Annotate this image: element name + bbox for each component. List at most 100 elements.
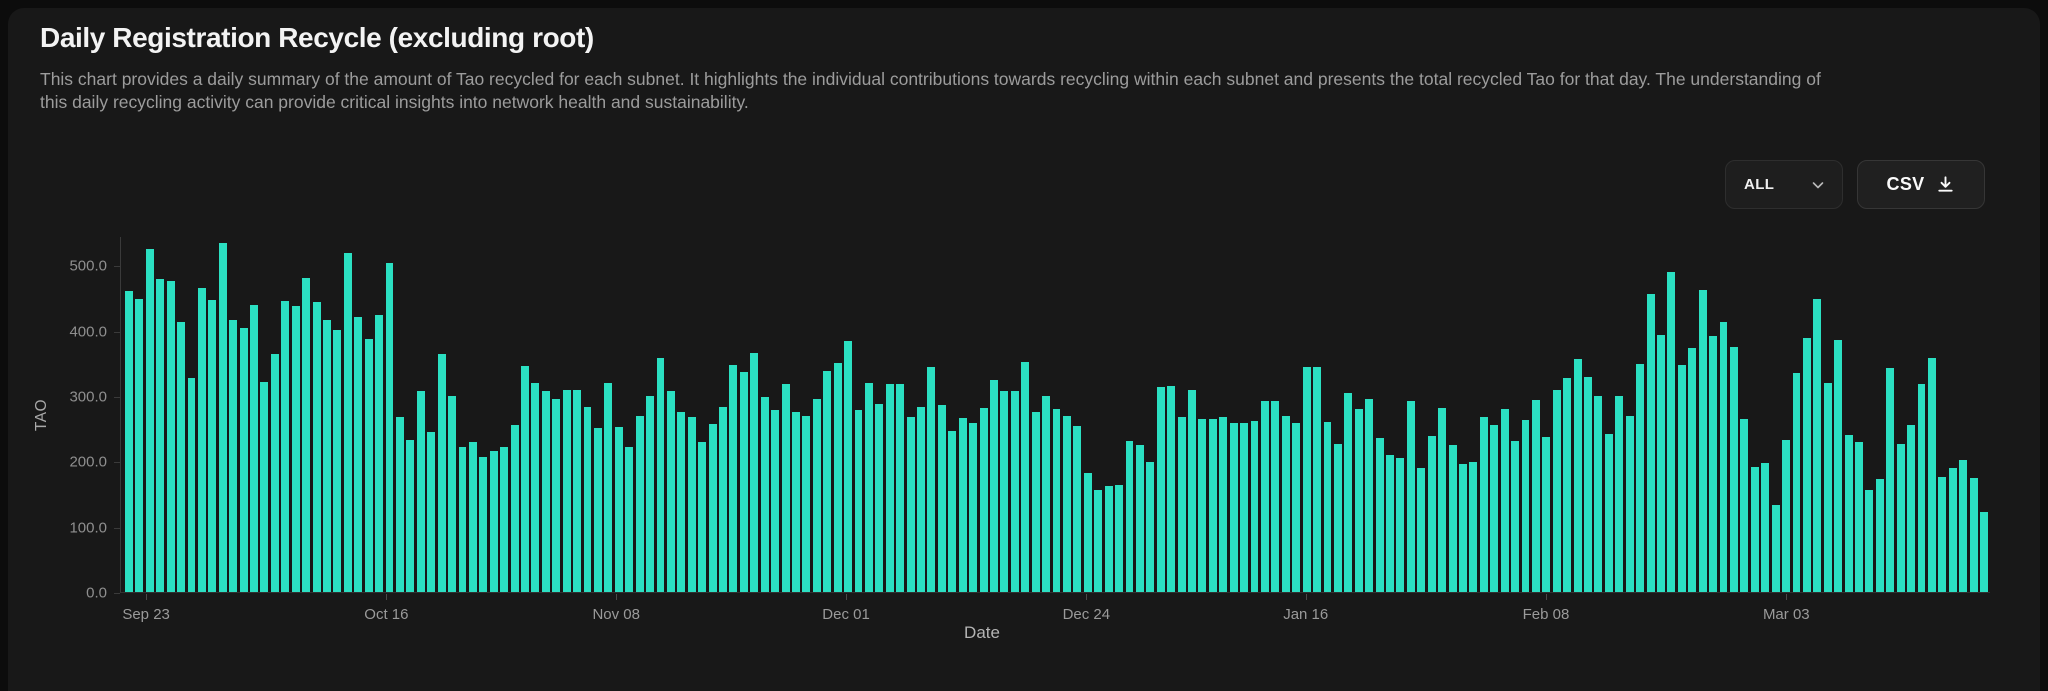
bar[interactable] bbox=[1615, 395, 1624, 592]
bar[interactable] bbox=[1969, 478, 1978, 592]
bar[interactable] bbox=[760, 396, 769, 592]
bar[interactable] bbox=[573, 390, 582, 592]
bar[interactable] bbox=[1750, 466, 1759, 592]
bar[interactable] bbox=[1959, 460, 1968, 592]
bar[interactable] bbox=[1417, 468, 1426, 592]
bar[interactable] bbox=[333, 329, 342, 592]
bar[interactable] bbox=[187, 378, 196, 592]
bar[interactable] bbox=[1771, 504, 1780, 592]
bar[interactable] bbox=[1427, 435, 1436, 592]
bar[interactable] bbox=[750, 352, 759, 592]
bar[interactable] bbox=[218, 242, 227, 592]
bar[interactable] bbox=[1083, 472, 1092, 592]
bar[interactable] bbox=[1167, 386, 1176, 592]
bar[interactable] bbox=[427, 431, 436, 592]
bar[interactable] bbox=[229, 320, 238, 592]
bar[interactable] bbox=[1813, 298, 1822, 592]
bar[interactable] bbox=[1000, 391, 1009, 592]
bar[interactable] bbox=[1782, 440, 1790, 592]
bar[interactable] bbox=[698, 442, 707, 592]
bar[interactable] bbox=[323, 319, 331, 592]
bar[interactable] bbox=[448, 395, 456, 592]
bar[interactable] bbox=[1469, 462, 1478, 592]
bar[interactable] bbox=[1709, 336, 1718, 592]
bar[interactable] bbox=[948, 431, 957, 592]
bar[interactable] bbox=[1156, 386, 1165, 592]
bar[interactable] bbox=[1980, 511, 1989, 592]
bar[interactable] bbox=[500, 446, 509, 592]
bar[interactable] bbox=[917, 407, 925, 592]
bar[interactable] bbox=[823, 370, 832, 592]
bar[interactable] bbox=[156, 278, 165, 592]
bar[interactable] bbox=[1677, 365, 1686, 592]
bar[interactable] bbox=[1333, 443, 1342, 592]
bar[interactable] bbox=[1459, 464, 1467, 592]
bar[interactable] bbox=[1688, 347, 1697, 592]
bar[interactable] bbox=[1344, 392, 1353, 592]
bar[interactable] bbox=[1292, 423, 1301, 592]
bar[interactable] bbox=[1188, 390, 1196, 592]
bar[interactable] bbox=[1646, 293, 1655, 592]
bar[interactable] bbox=[844, 341, 853, 592]
bar[interactable] bbox=[1563, 378, 1572, 592]
bar[interactable] bbox=[1073, 425, 1082, 592]
bar[interactable] bbox=[312, 302, 321, 592]
bar[interactable] bbox=[729, 364, 738, 592]
bar[interactable] bbox=[1375, 437, 1384, 592]
bar[interactable] bbox=[1573, 358, 1582, 592]
bar[interactable] bbox=[197, 287, 206, 592]
bar[interactable] bbox=[1844, 435, 1853, 592]
bar[interactable] bbox=[583, 407, 592, 592]
bar[interactable] bbox=[1062, 416, 1071, 592]
bar[interactable] bbox=[468, 442, 477, 592]
bar[interactable] bbox=[990, 379, 998, 592]
bar[interactable] bbox=[1927, 357, 1936, 592]
bar[interactable] bbox=[656, 357, 665, 592]
bar[interactable] bbox=[593, 427, 602, 592]
bar[interactable] bbox=[166, 280, 175, 592]
bar[interactable] bbox=[1823, 382, 1832, 592]
bar[interactable] bbox=[1313, 367, 1322, 592]
bar[interactable] bbox=[864, 382, 873, 592]
bar[interactable] bbox=[635, 416, 644, 592]
bar[interactable] bbox=[1438, 408, 1447, 592]
bar[interactable] bbox=[1010, 391, 1019, 592]
bar[interactable] bbox=[1938, 477, 1947, 592]
bar[interactable] bbox=[1636, 364, 1645, 592]
bar[interactable] bbox=[395, 417, 404, 592]
bar[interactable] bbox=[208, 299, 217, 592]
bar[interactable] bbox=[1479, 417, 1488, 592]
bar[interactable] bbox=[1115, 484, 1123, 592]
bar[interactable] bbox=[1604, 433, 1613, 592]
bar[interactable] bbox=[239, 327, 248, 592]
bar[interactable] bbox=[458, 447, 467, 592]
bar[interactable] bbox=[1896, 443, 1905, 592]
bar[interactable] bbox=[531, 382, 540, 592]
bar[interactable] bbox=[1584, 377, 1592, 592]
bar[interactable] bbox=[1104, 486, 1113, 592]
bar[interactable] bbox=[1198, 418, 1207, 592]
bar[interactable] bbox=[802, 416, 811, 592]
bar[interactable] bbox=[1917, 383, 1926, 592]
bar[interactable] bbox=[1531, 399, 1540, 592]
bar[interactable] bbox=[687, 416, 696, 592]
bar[interactable] bbox=[1354, 408, 1363, 592]
bar[interactable] bbox=[510, 424, 519, 592]
bar[interactable] bbox=[1052, 408, 1061, 592]
bar[interactable] bbox=[1802, 337, 1811, 592]
bar[interactable] bbox=[1761, 463, 1770, 592]
bar[interactable] bbox=[1208, 419, 1217, 592]
bar[interactable] bbox=[604, 382, 613, 592]
bar[interactable] bbox=[521, 365, 529, 592]
bar[interactable] bbox=[1260, 401, 1269, 592]
bar[interactable] bbox=[1250, 421, 1259, 592]
bar[interactable] bbox=[1323, 422, 1332, 592]
bar[interactable] bbox=[416, 391, 425, 592]
bar[interactable] bbox=[343, 252, 352, 592]
bar[interactable] bbox=[1698, 289, 1707, 592]
bar[interactable] bbox=[135, 298, 144, 592]
bar[interactable] bbox=[364, 338, 373, 592]
bar[interactable] bbox=[958, 418, 967, 592]
bar[interactable] bbox=[1834, 339, 1843, 592]
bar[interactable] bbox=[1021, 362, 1030, 592]
